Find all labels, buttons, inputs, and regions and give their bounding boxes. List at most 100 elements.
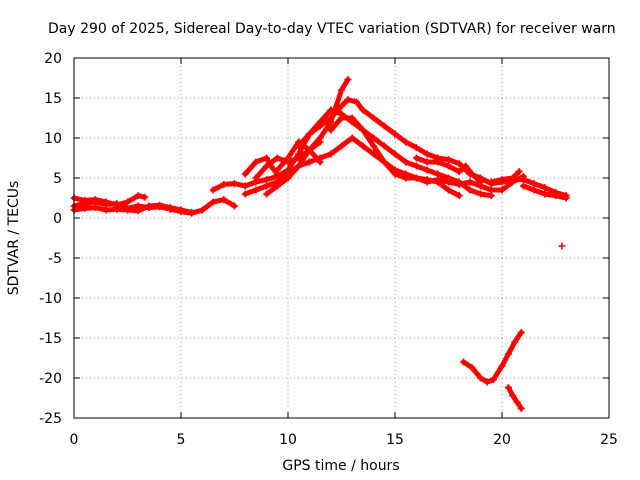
data-point	[498, 362, 506, 370]
data-point	[487, 186, 495, 194]
data-point	[477, 190, 485, 198]
data-point	[231, 202, 238, 210]
series-trace	[488, 169, 522, 185]
data-point	[81, 204, 89, 212]
data-point	[412, 144, 420, 152]
data-point	[305, 130, 313, 138]
data-point	[391, 150, 399, 158]
data-point	[541, 184, 549, 192]
series-arc-11	[273, 138, 324, 174]
series-trace	[242, 77, 351, 197]
data-point	[412, 154, 420, 162]
data-point	[295, 162, 303, 170]
data-point	[352, 98, 360, 106]
data-point	[81, 196, 89, 204]
data-point	[445, 162, 452, 170]
data-point	[530, 186, 538, 194]
tick-labels: 0 5 10 15 20 25 -25 -20 -15 -10 -5 0 5 10 15 20	[39, 51, 618, 448]
series-arc-03	[70, 201, 196, 216]
x-tick-label: 0	[70, 432, 79, 448]
data-point	[562, 194, 570, 202]
data-point	[445, 178, 452, 186]
data-point	[102, 198, 110, 206]
data-point	[338, 86, 345, 94]
data-point	[327, 126, 335, 134]
data-point	[156, 201, 164, 209]
data-point	[498, 186, 506, 194]
series-arc-10	[241, 154, 281, 178]
data-point	[412, 174, 420, 182]
y-tick-label: 5	[53, 171, 62, 187]
data-point	[316, 118, 324, 126]
data-point	[489, 376, 497, 384]
data-point	[145, 202, 153, 210]
data-point	[434, 176, 442, 184]
data-point	[402, 158, 410, 166]
data-point	[370, 150, 378, 158]
data-point	[263, 190, 271, 198]
data-point	[511, 338, 519, 346]
series-arc-02	[70, 192, 149, 209]
data-point	[423, 166, 431, 174]
data-point	[220, 196, 228, 204]
data-point	[445, 186, 452, 194]
data-point	[338, 114, 345, 122]
data-point	[327, 106, 335, 114]
data-point	[263, 154, 271, 162]
data-point	[477, 374, 485, 382]
series-arc-13	[487, 168, 523, 186]
series-trace	[505, 385, 524, 411]
data-point	[445, 156, 452, 164]
y-axis-label: SDTVAR / TECUs	[6, 181, 22, 296]
y-tick-label: -25	[39, 411, 62, 427]
x-tick-label: 5	[177, 432, 186, 448]
data-point	[273, 182, 281, 190]
data-point	[252, 174, 260, 182]
series-arc-12	[412, 154, 485, 186]
y-tick-label: 0	[53, 211, 62, 227]
data-point	[423, 158, 431, 166]
data-point	[305, 146, 313, 154]
data-point	[241, 182, 249, 190]
data-point	[455, 168, 463, 176]
data-point	[241, 190, 249, 198]
data-point	[380, 158, 388, 166]
data-point	[284, 154, 292, 162]
data-point	[402, 174, 410, 182]
data-point	[344, 96, 352, 104]
data-point	[359, 126, 367, 134]
data-point	[509, 392, 517, 400]
x-tick-label: 20	[493, 432, 511, 448]
data-point	[466, 178, 474, 186]
data-point	[504, 350, 512, 358]
data-point	[231, 180, 238, 188]
data-point	[423, 178, 431, 186]
data-point	[177, 206, 185, 214]
plot-frame	[73, 57, 610, 419]
data-point	[519, 172, 527, 180]
data-point	[102, 206, 110, 214]
data-point	[348, 134, 356, 142]
data-points	[70, 76, 570, 412]
data-point	[462, 162, 470, 170]
y-tick-label: 15	[44, 91, 62, 107]
x-tick-label: 15	[386, 432, 404, 448]
data-point	[91, 204, 99, 212]
series-arc-14	[519, 182, 570, 202]
data-point	[468, 170, 476, 178]
series-arc-17	[504, 384, 525, 412]
data-point	[209, 198, 217, 206]
data-point	[134, 207, 142, 215]
data-point	[338, 102, 345, 110]
data-point	[141, 193, 149, 201]
data-point	[468, 364, 476, 372]
data-point	[455, 180, 463, 188]
data-point	[273, 166, 281, 174]
data-point	[198, 206, 206, 214]
data-point	[284, 174, 292, 182]
data-point	[209, 186, 217, 194]
data-point	[455, 192, 463, 200]
grid-lines	[74, 58, 609, 418]
data-point	[380, 142, 388, 150]
